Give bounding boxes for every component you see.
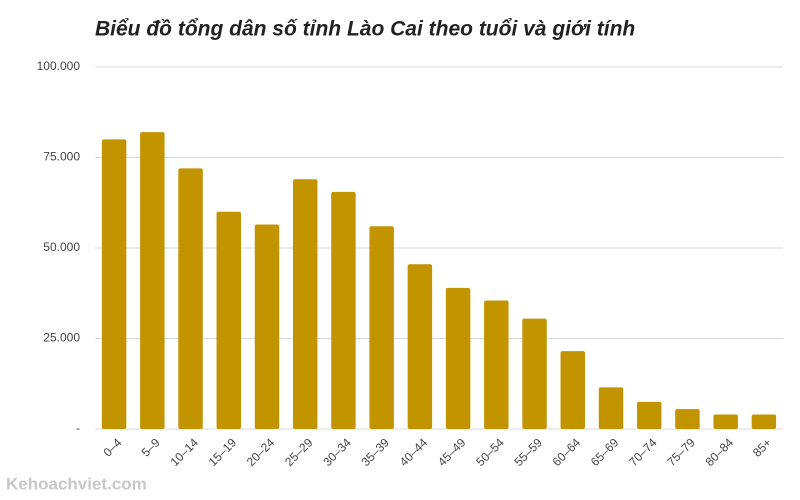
x-tick-label: 40–44	[397, 435, 431, 469]
x-tick-label: 60–64	[550, 435, 584, 469]
x-tick-label: 55–59	[511, 435, 545, 469]
x-tick-label: 25–29	[282, 435, 316, 469]
y-tick-label: 50.000	[43, 240, 80, 254]
watermark: Kehoachviet.com	[6, 474, 147, 493]
y-tick-label: 75.000	[43, 150, 80, 164]
bar	[178, 168, 203, 430]
bar	[675, 409, 700, 429]
x-tick-label: 5–9	[139, 435, 163, 459]
y-tick-label: 25.000	[43, 331, 80, 345]
x-tick-label: 70–74	[626, 435, 660, 469]
y-tick-label: -	[76, 421, 80, 435]
x-tick-label: 65–69	[588, 435, 622, 469]
bar	[445, 287, 471, 429]
bar	[713, 414, 738, 429]
x-tick-label: 80–84	[703, 435, 737, 469]
x-tick-label: 85+	[750, 435, 774, 459]
x-tick-label: 30–34	[320, 435, 354, 469]
bar	[636, 401, 662, 429]
bar	[522, 318, 547, 429]
bar	[484, 300, 509, 429]
x-tick-label: 50–54	[473, 435, 507, 469]
x-tick-label: 15–19	[206, 435, 240, 469]
bar	[140, 132, 165, 429]
bar	[407, 264, 433, 429]
x-tick-label: 75–79	[664, 435, 698, 469]
bar	[751, 414, 777, 429]
x-tick-label: 10–14	[167, 435, 201, 469]
x-tick-label: 0–4	[100, 435, 124, 459]
bar	[369, 226, 394, 429]
bar	[560, 351, 586, 429]
bar	[598, 387, 624, 429]
x-tick-label: 35–39	[359, 435, 393, 469]
x-tick-label: 20–24	[244, 435, 278, 469]
bar	[331, 191, 356, 429]
y-tick-label: 100.000	[37, 59, 81, 73]
bar	[254, 224, 280, 429]
bar	[101, 139, 127, 429]
x-tick-label: 45–49	[435, 435, 469, 469]
bar	[216, 211, 242, 429]
bar	[292, 179, 318, 429]
chart-title: Biểu đồ tổng dân số tỉnh Lào Cai theo tu…	[95, 18, 635, 41]
